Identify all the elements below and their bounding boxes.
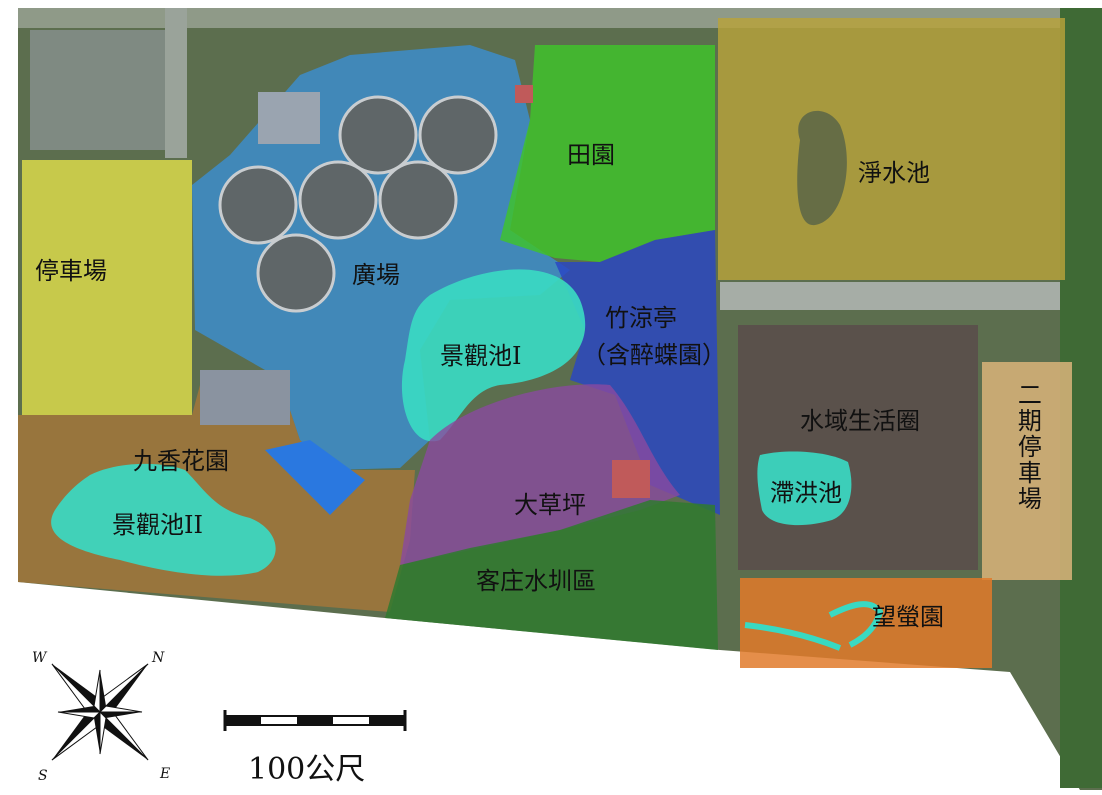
compass-west-label: W bbox=[32, 650, 47, 666]
label-phase2-parking: 二期停車場 bbox=[1013, 382, 1042, 512]
label-purification-pond: 淨水池 bbox=[858, 159, 930, 187]
label-landscape-pond-1: 景觀池I bbox=[440, 342, 522, 370]
zone-firefly-garden bbox=[740, 578, 992, 668]
clarifier-tanks bbox=[218, 95, 498, 313]
label-parking: 停車場 bbox=[35, 257, 107, 285]
compass-east-label: E bbox=[160, 766, 171, 782]
buildings bbox=[200, 85, 650, 515]
label-detention-pond: 滯洪池 bbox=[770, 479, 842, 507]
label-landscape-pond-2: 景觀池II bbox=[112, 511, 203, 539]
zone-landscape-pond-1 bbox=[401, 269, 586, 442]
scale-bar-label: 100公尺 bbox=[248, 752, 366, 787]
zone-big-lawn bbox=[400, 384, 680, 565]
zone-fields bbox=[500, 45, 715, 262]
zone-landscape-pond-2 bbox=[51, 463, 276, 576]
label-nine-fragrance-garden: 九香花園 bbox=[133, 447, 229, 475]
label-firefly-garden: 望螢園 bbox=[872, 603, 944, 631]
zone-parking bbox=[22, 160, 192, 415]
label-big-lawn: 大草坪 bbox=[514, 491, 586, 519]
zone-phase2-parking bbox=[982, 362, 1072, 580]
scale-bar bbox=[223, 710, 407, 731]
zone-waterfront-life bbox=[738, 325, 978, 570]
label-bamboo-pavilion-sub: （含醉蝶園） bbox=[582, 341, 726, 369]
compass-rose-icon bbox=[51, 663, 149, 761]
compass-south-label: S bbox=[38, 768, 48, 784]
label-waterfront-life: 水域生活圈 bbox=[800, 407, 920, 435]
label-hakka-canal: 客庄水圳區 bbox=[476, 567, 596, 595]
label-fields: 田園 bbox=[567, 141, 615, 169]
zone-detention-pond bbox=[757, 451, 852, 526]
zone-purification-pond bbox=[718, 18, 1065, 280]
compass-north-label: N bbox=[152, 650, 165, 666]
label-bamboo-pavilion: 竹涼亭 bbox=[605, 304, 677, 332]
zone-hakka-canal bbox=[385, 500, 718, 650]
label-plaza: 廣場 bbox=[352, 261, 400, 289]
zone-bamboo-pavilion bbox=[555, 230, 720, 515]
